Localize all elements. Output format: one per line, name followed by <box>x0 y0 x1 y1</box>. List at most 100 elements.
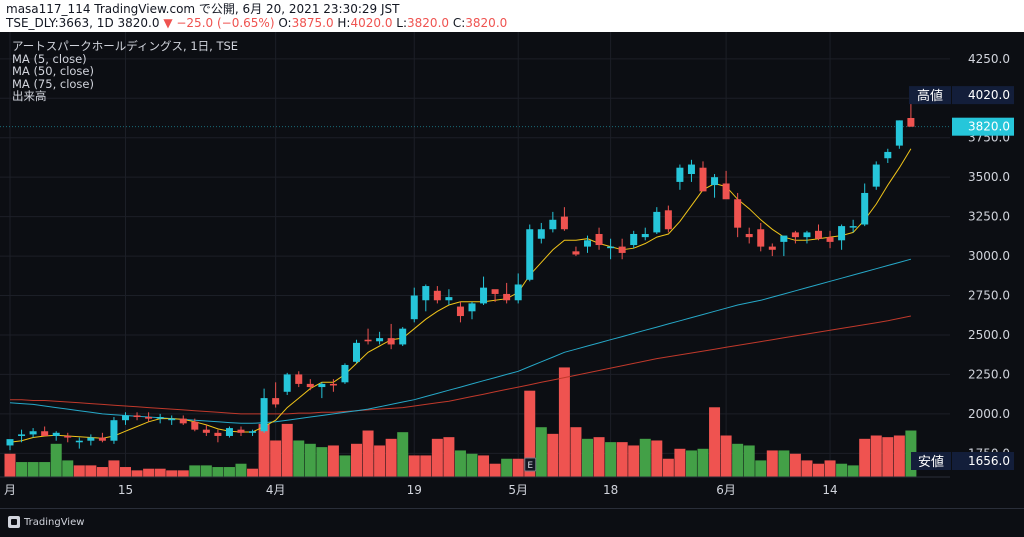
candle-body <box>260 398 268 432</box>
volume-bar <box>108 460 120 477</box>
volume-bar <box>743 445 755 477</box>
earnings-marker <box>524 457 537 472</box>
candle-body <box>480 287 488 304</box>
legend-ma75[interactable]: MA (75, close) <box>12 76 94 91</box>
candle-body <box>537 229 545 239</box>
candle-body <box>664 210 672 230</box>
volume-bar <box>120 467 131 477</box>
brand-label: TradingView <box>24 516 85 528</box>
tradingview-logo[interactable]: TradingView <box>8 516 84 528</box>
volume-bar <box>685 450 697 477</box>
candle-body <box>249 431 257 433</box>
x-tick-label: 月 <box>4 483 16 497</box>
candle-body <box>353 342 360 362</box>
candle-body <box>422 286 430 301</box>
candle-body <box>133 415 141 418</box>
x-tick-label: 15 <box>118 483 133 497</box>
volume-bar <box>212 467 224 477</box>
volume-bar <box>339 455 351 477</box>
volume-bar <box>27 462 39 477</box>
candle-body <box>699 167 707 192</box>
volume-bar <box>847 465 859 477</box>
volume-bar <box>385 438 397 477</box>
candle-body <box>641 233 649 238</box>
candle-body <box>734 199 742 228</box>
high-label-text: 高値 <box>917 88 943 104</box>
candle-body <box>838 226 846 241</box>
open-label: O: <box>274 16 292 30</box>
candle-body <box>399 328 407 345</box>
volume-bar <box>697 448 709 477</box>
price-change: ▼ −25.0 (−0.65%) <box>163 16 275 30</box>
volume-bar <box>223 467 235 477</box>
volume-bar <box>524 390 536 477</box>
volume-bar <box>362 430 374 477</box>
candle-body <box>283 374 291 392</box>
candle-body <box>237 429 245 433</box>
volume-bar <box>293 440 305 477</box>
legend-title[interactable]: アートスパークホールディングス, 1日, TSE <box>12 39 239 53</box>
volume-bar <box>558 367 570 477</box>
candle-body <box>503 293 511 301</box>
volume-bar <box>813 463 824 477</box>
candle-body <box>826 237 834 242</box>
y-tick-label: 2500.0 <box>968 328 1010 342</box>
candle-body <box>168 418 176 421</box>
volume-bar <box>905 430 917 477</box>
candle-body <box>202 429 210 433</box>
candle-body <box>849 226 857 228</box>
volume-bar <box>766 450 778 477</box>
legend-ma50[interactable]: MA (50, close) <box>12 64 94 78</box>
candle-body <box>711 177 719 186</box>
candle-body <box>225 428 233 436</box>
volume-bar <box>281 423 293 477</box>
high-value: 4020.0 <box>350 16 393 30</box>
legend-volume[interactable]: 出来高 <box>12 89 47 103</box>
volume-bar <box>605 442 617 477</box>
volume-bar <box>177 470 189 477</box>
candle-body <box>145 417 153 419</box>
volume-bar <box>628 445 640 477</box>
candle-body <box>468 303 476 312</box>
candle-body <box>514 284 522 301</box>
candle-body <box>456 306 464 317</box>
legend-ma5[interactable]: MA (5, close) <box>12 51 87 66</box>
volume-bar <box>882 437 894 477</box>
x-tick-label: 18 <box>603 483 618 497</box>
volume-bar <box>85 465 97 477</box>
high-value-badge <box>952 86 1014 105</box>
volume-bar <box>870 435 882 477</box>
volume-bar <box>466 453 478 477</box>
candle-body <box>745 233 753 238</box>
volume-bar <box>651 440 663 477</box>
publish-info: masa117_114 TradingView.com で公開, 6月 20, … <box>6 2 400 16</box>
low-value: 3820.0 <box>407 16 450 30</box>
high-label-badge <box>909 86 951 105</box>
low-label-badge <box>911 452 951 470</box>
volume-bar <box>258 423 270 477</box>
candle-body <box>329 383 337 386</box>
volume-bar <box>374 445 386 477</box>
volume-bar <box>431 438 443 477</box>
price-chart[interactable]: 4250.04000.03750.03500.03250.03000.02750… <box>0 32 1024 508</box>
volume-bar <box>478 455 490 477</box>
candle-body <box>884 151 892 159</box>
ohlc-line: TSE_DLY:3663, 1D 3820.0 ▼ −25.0 (−0.65%)… <box>6 16 507 30</box>
indicator-legend: アートスパークホールディングス, 1日, TSE MA (5, close) M… <box>12 40 238 103</box>
candle-body <box>445 297 453 301</box>
volume-bar <box>16 462 28 477</box>
candle-body <box>768 246 776 250</box>
chart-header: masa117_114 TradingView.com で公開, 6月 20, … <box>0 0 1024 32</box>
high-value-text: 4020.0 <box>968 88 1010 102</box>
chart-area[interactable]: 4250.04000.03750.03500.03250.03000.02750… <box>0 32 1024 508</box>
candle-body <box>295 374 303 384</box>
volume-bar <box>39 462 51 477</box>
low-value-badge <box>952 452 1014 470</box>
candle-body <box>29 431 37 435</box>
candle-body <box>122 415 129 421</box>
volume-bar <box>4 453 16 477</box>
volume-bar <box>789 453 801 477</box>
volume-bar <box>247 468 259 477</box>
close-value: 3820.0 <box>465 16 508 30</box>
candle-body <box>722 183 730 200</box>
